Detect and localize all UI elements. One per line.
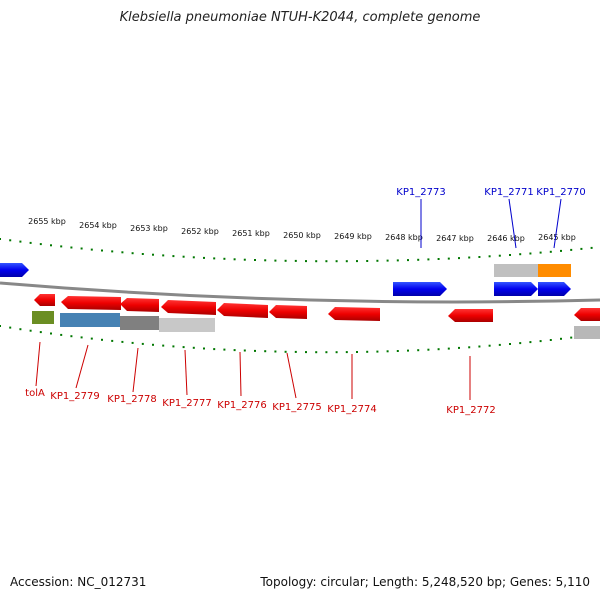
reverse-genes (34, 294, 600, 322)
scale-label: 2651 kbp (232, 229, 270, 238)
scale-label: 2655 kbp (28, 217, 66, 226)
gene-arrow-kp1-2779[interactable] (61, 296, 121, 310)
scale-label: 2649 kbp (334, 232, 372, 241)
leader-line (75, 344, 89, 389)
gene-label-kp1-2776: KP1_2776 (217, 400, 266, 411)
gene-arrow-kp1-2775[interactable] (269, 305, 307, 319)
gene-label-kp1-2773: KP1_2773 (396, 187, 445, 198)
scale-label: 2648 kbp (385, 233, 423, 242)
scale-ticks-bottom (0, 325, 593, 354)
scale-label: 2647 kbp (436, 234, 474, 243)
gene-arrow-kp1-2777[interactable] (161, 300, 216, 315)
topology-label: Topology: circular; Length: 5,248,520 bp… (260, 575, 590, 589)
scale-label: 2646 kbp (487, 234, 525, 243)
scale-label: 2654 kbp (79, 221, 117, 230)
gene-arrow-kp1-2771[interactable] (494, 282, 538, 296)
forward-genes (0, 263, 571, 296)
feature-bar-lightgray-edge (574, 326, 600, 339)
leader-line (553, 198, 562, 249)
gene-label-kp1-2778: KP1_2778 (107, 394, 156, 405)
leader-line (239, 351, 242, 397)
scale-ticks-top (0, 238, 593, 263)
feature-bar-lightgray (159, 318, 215, 332)
scale-label: 2652 kbp (181, 227, 219, 236)
gene-arrow-kp1-2772[interactable] (448, 309, 493, 322)
feature-bar-gray (120, 316, 159, 330)
gene-label-kp1-2774: KP1_2774 (327, 404, 376, 415)
feature-bar-steelblue (60, 313, 120, 327)
scale-label: 2645 kbp (538, 233, 576, 242)
feature-bar-lightgray (494, 264, 538, 277)
gene-arrow-reverse[interactable] (574, 308, 600, 321)
genome-title: Klebsiella pneumoniae NTUH-K2044, comple… (119, 10, 481, 25)
leader-line (508, 198, 517, 249)
leader-line (35, 341, 41, 387)
gene-label-kp1-2779: KP1_2779 (50, 391, 99, 402)
scale-label: 2650 kbp (283, 231, 321, 240)
forward-gene-labels: KP1_2773 KP1_2771 KP1_2770 (396, 187, 586, 249)
scale-labels: 2655 kbp 2654 kbp 2653 kbp 2652 kbp 2651… (28, 217, 576, 243)
gene-label-tola: tolA (25, 388, 45, 399)
gene-label-kp1-2771: KP1_2771 (484, 187, 533, 198)
gene-arrow-forward[interactable] (0, 263, 29, 277)
gene-arrow-kp1-2774[interactable] (328, 307, 380, 321)
gene-label-kp1-2777: KP1_2777 (162, 398, 211, 409)
gene-arrow-kp1-2778[interactable] (120, 298, 159, 312)
leader-line (286, 352, 297, 399)
gene-arrow-tola[interactable] (34, 294, 55, 306)
gene-label-kp1-2772: KP1_2772 (446, 405, 495, 416)
feature-bar-olive (32, 311, 54, 324)
gene-arrow-kp1-2770[interactable] (538, 282, 571, 296)
gene-label-kp1-2775: KP1_2775 (272, 402, 321, 413)
gene-label-kp1-2770: KP1_2770 (536, 187, 585, 198)
reverse-gene-labels: tolA KP1_2779 KP1_2778 KP1_2777 KP1_2776… (25, 341, 496, 416)
leader-line (184, 349, 188, 396)
feature-bar-orange (538, 264, 571, 277)
gene-arrow-kp1-2776[interactable] (217, 303, 268, 318)
gene-arrow-kp1-2773[interactable] (393, 282, 447, 296)
leader-line (132, 347, 139, 393)
accession-label: Accession: NC_012731 (10, 575, 147, 589)
genome-backbone (0, 281, 600, 304)
scale-label: 2653 kbp (130, 224, 168, 233)
